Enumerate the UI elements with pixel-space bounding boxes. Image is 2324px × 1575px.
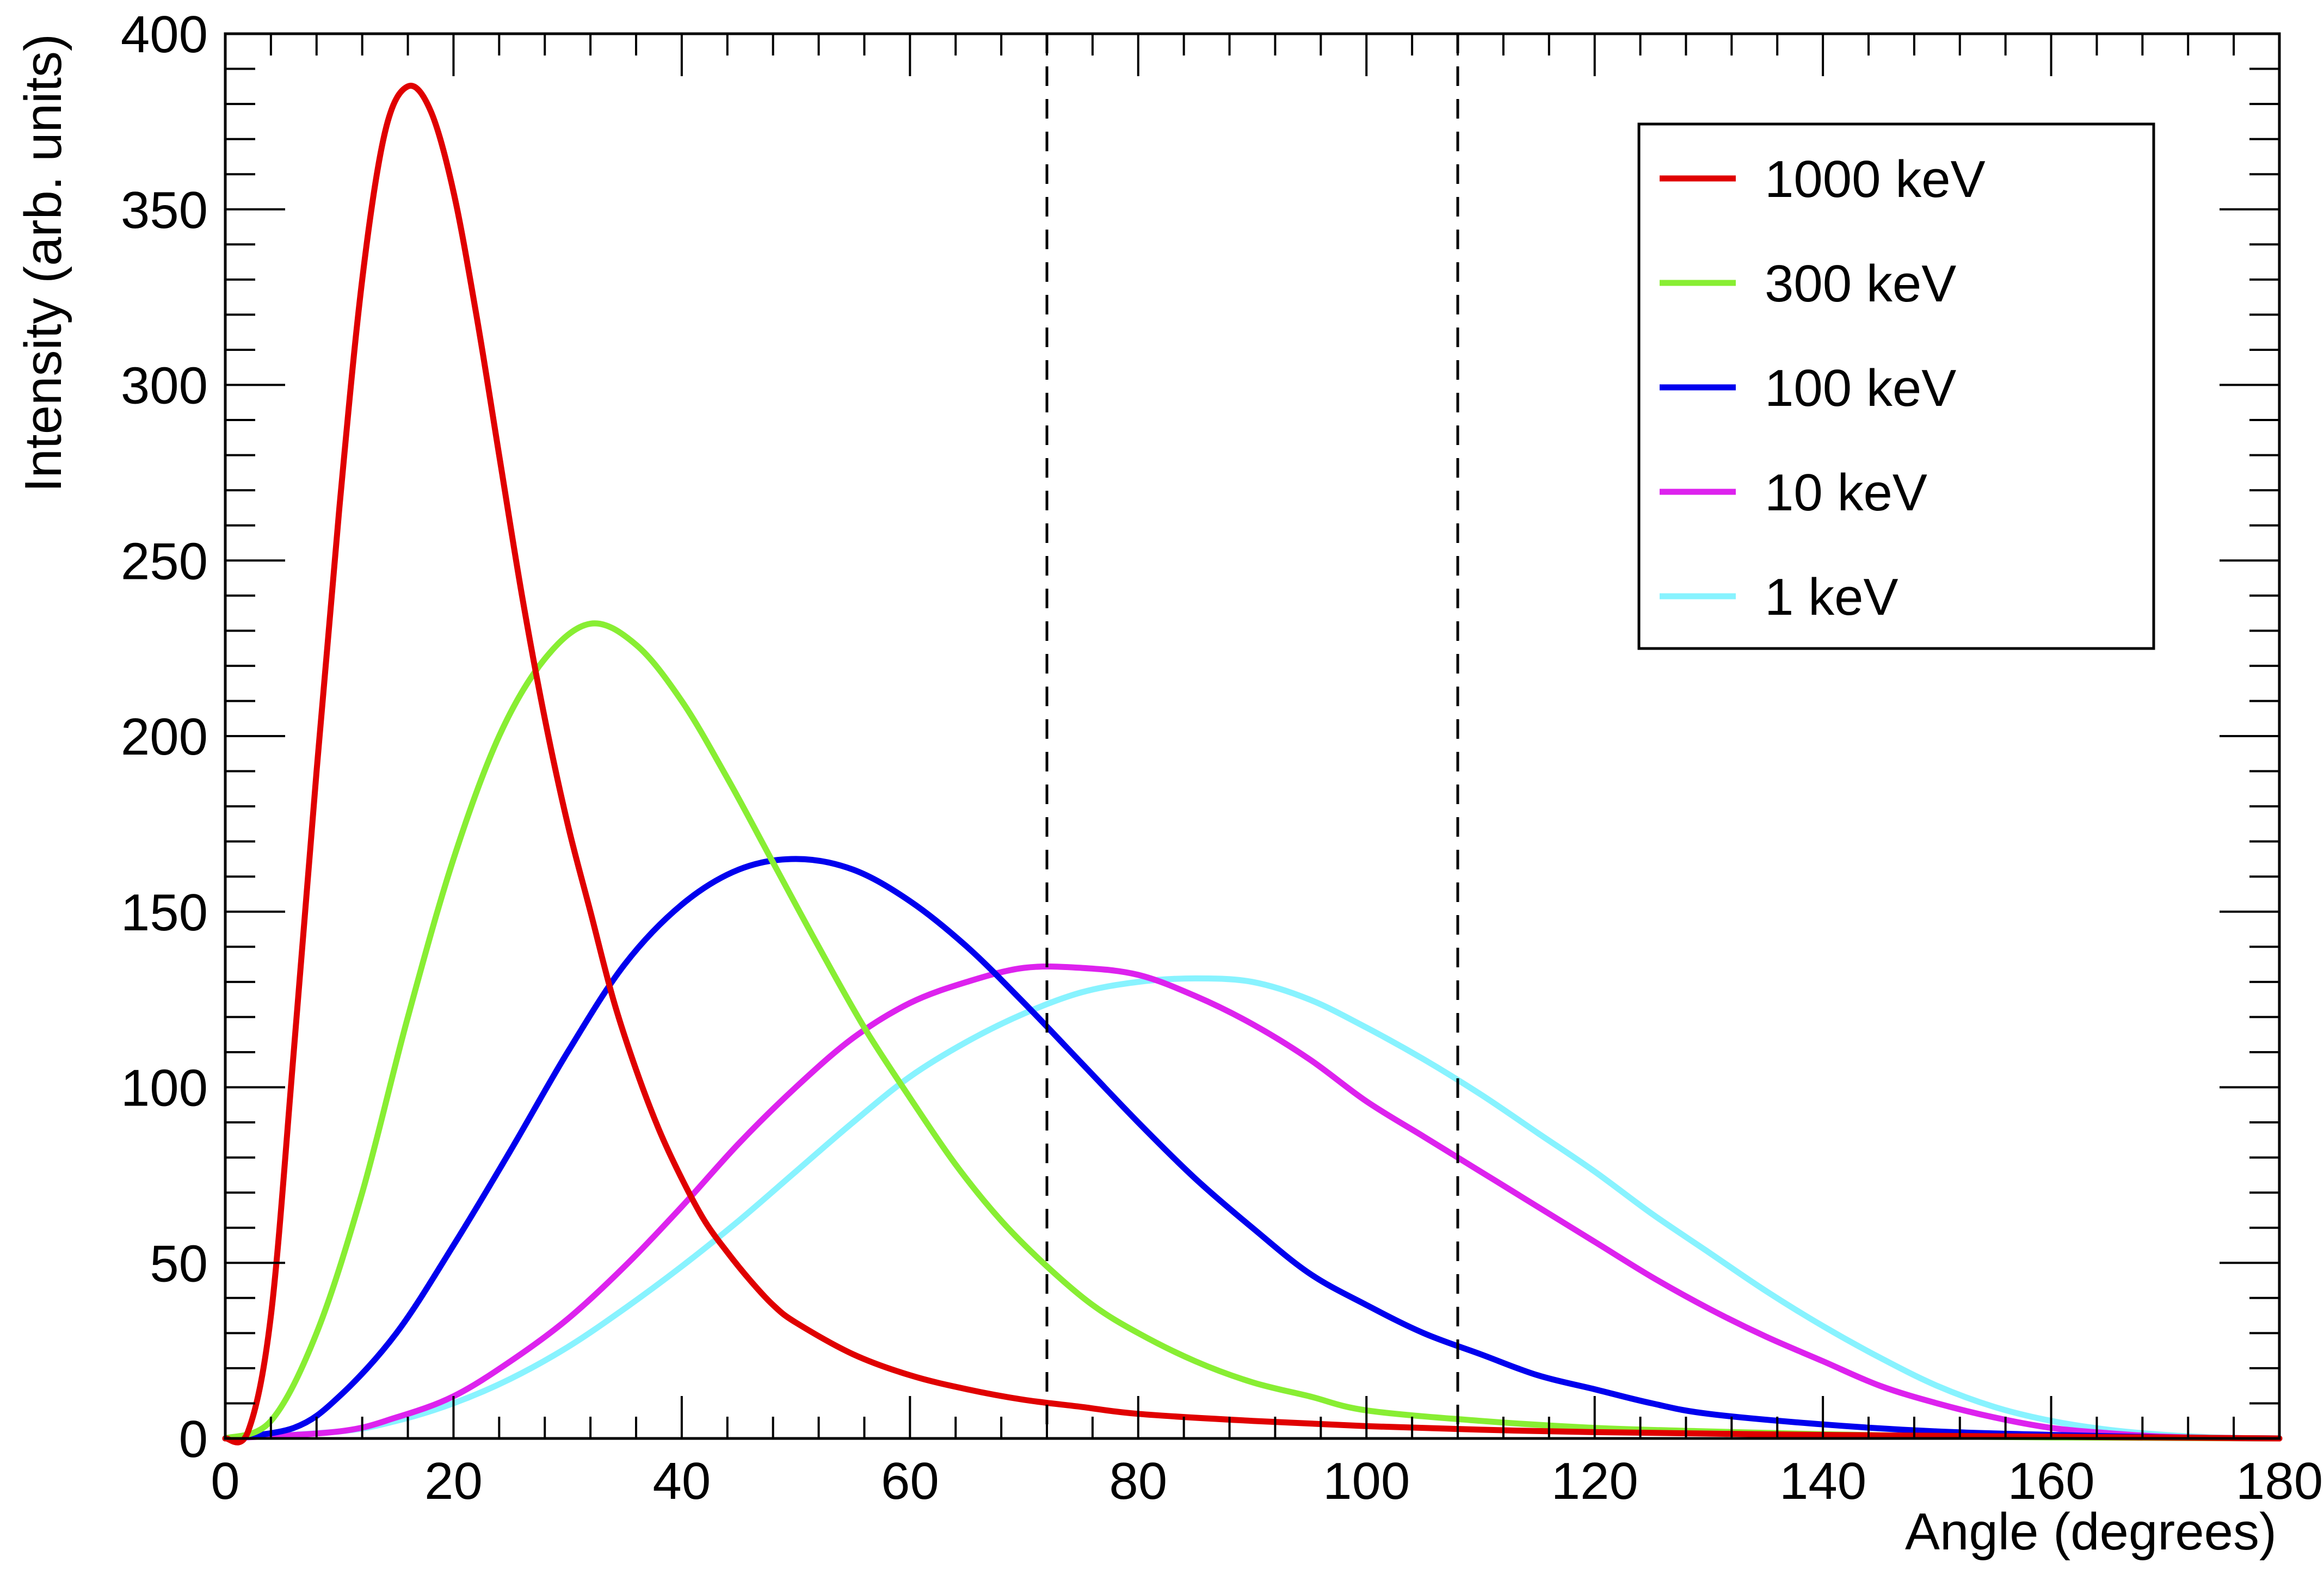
y-tick-label: 150	[121, 884, 208, 942]
x-axis-title: Angle (degrees)	[1905, 1503, 2277, 1561]
series-line-100-kev	[222, 856, 2283, 1442]
plot-frame	[224, 32, 2281, 1440]
legend: 1000 keV 300 keV 100 keV 10 keV 1 keV	[1637, 122, 2155, 650]
y-tick-label: 350	[121, 181, 208, 239]
x-tick-label: 60	[881, 1452, 939, 1510]
x-tick-label: 160	[2007, 1452, 2094, 1510]
legend-label: 300 keV	[1765, 255, 1956, 313]
x-tick-label: 0	[211, 1452, 239, 1510]
x-tick-label: 80	[1109, 1452, 1167, 1510]
legend-item-1-kev: 1 keV	[1660, 568, 1898, 626]
axis-ticks	[224, 33, 2280, 1440]
legend-item-1000-kev: 1000 keV	[1660, 150, 1986, 208]
series-line-10-kev	[222, 963, 2283, 1442]
x-tick-label: 100	[1323, 1452, 1410, 1510]
reference-lines	[1045, 34, 1459, 1438]
y-tick-label: 0	[179, 1410, 208, 1468]
y-tick-label: 50	[150, 1234, 208, 1293]
legend-label: 1000 keV	[1765, 150, 1986, 208]
x-tick-label: 140	[1779, 1452, 1866, 1510]
x-tick-labels: 0 20 40 60 80 100 120 140 160 180	[211, 1452, 2323, 1510]
x-tick-label: 180	[2236, 1452, 2323, 1510]
x-tick-label: 120	[1551, 1452, 1638, 1510]
legend-label: 10 keV	[1765, 464, 1927, 522]
y-tick-label: 200	[121, 708, 208, 766]
series-line-1-kev	[222, 975, 2283, 1442]
legend-item-100-kev: 100 keV	[1660, 359, 1956, 417]
legend-label: 100 keV	[1765, 359, 1956, 417]
y-axis-title: Intensity (arb. units)	[14, 34, 72, 492]
legend-item-10-kev: 10 keV	[1660, 464, 1927, 522]
x-tick-label: 20	[424, 1452, 483, 1510]
x-tick-label: 40	[652, 1452, 711, 1510]
y-tick-label: 250	[121, 532, 208, 590]
y-tick-label: 100	[121, 1059, 208, 1117]
y-tick-labels: 0 50 100 150 200 250 300 350 400	[121, 5, 208, 1468]
y-tick-label: 300	[121, 357, 208, 415]
y-tick-label: 400	[121, 5, 208, 64]
legend-label: 1 keV	[1765, 568, 1898, 626]
legend-item-300-kev: 300 keV	[1660, 255, 1956, 313]
